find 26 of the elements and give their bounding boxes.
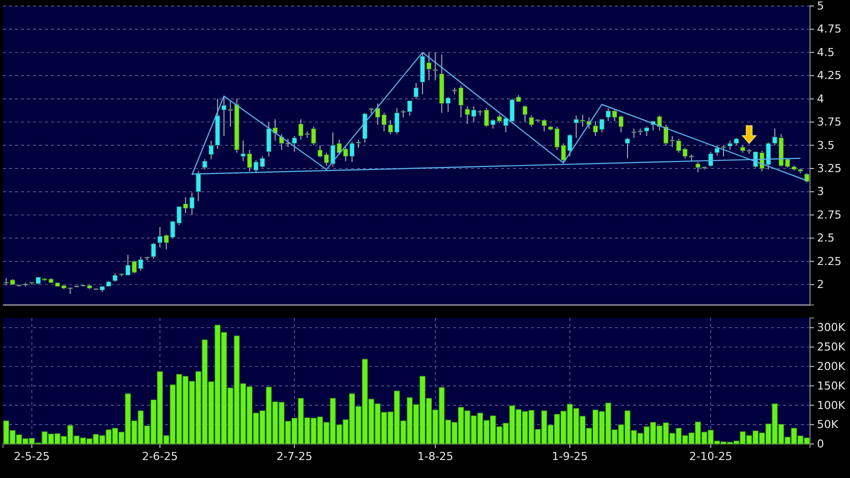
x-tick-label: 2-10-25	[689, 450, 732, 463]
y-tick-label: 4.75	[817, 22, 842, 36]
y-tick-label: 0	[817, 438, 824, 451]
y-tick-label: 4.25	[817, 69, 842, 82]
y-tick-label: 3	[817, 185, 824, 198]
y-tick-label: 2.75	[817, 208, 842, 222]
y-tick-label: 300K	[817, 321, 846, 334]
x-tick-label: 2-6-25	[142, 450, 178, 463]
y-tick-label: 2	[817, 278, 824, 292]
y-tick-label: 150K	[817, 379, 846, 392]
x-tick-label: 1-8-25	[417, 450, 454, 463]
x-tick-label: 2-7-25	[276, 450, 312, 463]
y-tick-label: 3.5	[817, 138, 834, 152]
y-tick-label: 5	[817, 0, 824, 13]
y-tick-label: 100K	[817, 398, 846, 412]
y-tick-label: 2.25	[817, 254, 842, 268]
y-tick-label: 4	[817, 92, 824, 106]
y-tick-label: 4.5	[817, 46, 834, 59]
y-tick-label: 3.25	[817, 162, 842, 176]
y-tick-label: 50K	[817, 418, 839, 432]
x-tick-label: 1-9-25	[552, 450, 588, 463]
x-tick-label: 2-5-25	[14, 450, 50, 463]
y-tick-label: 2.5	[817, 232, 834, 245]
y-tick-label: 200K	[817, 360, 846, 373]
y-tick-label: 3.75	[817, 116, 842, 129]
y-tick-label: 250K	[817, 340, 846, 354]
